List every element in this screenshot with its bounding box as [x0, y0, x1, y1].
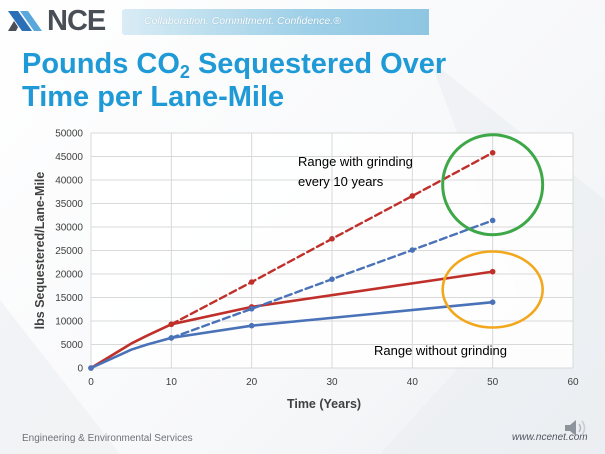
orange-circle — [441, 250, 544, 329]
y-tick-label: 20000 — [55, 270, 83, 281]
y-tick-label: 40000 — [55, 176, 83, 187]
logo-text: NCE — [47, 4, 106, 37]
header: NCE Collaboration. Commitment. Confidenc… — [0, 0, 605, 44]
x-tick-label: 20 — [246, 377, 258, 388]
y-tick-label: 5000 — [61, 340, 84, 351]
annotation-grinding-line: every 10 years — [298, 174, 384, 189]
data-point — [248, 322, 255, 329]
data-point — [489, 268, 496, 275]
x-tick-label: 50 — [487, 377, 499, 388]
data-point — [248, 305, 255, 312]
data-point — [168, 321, 175, 328]
y-tick-label: 25000 — [55, 246, 83, 257]
data-point — [409, 193, 416, 199]
y-axis-label: lbs Sequestered/Lane-Mile — [33, 172, 47, 330]
y-tick-label: 35000 — [55, 199, 83, 210]
y-tick-label: 45000 — [55, 152, 83, 163]
x-tick-label: 40 — [407, 377, 419, 388]
y-tick-label: 15000 — [55, 293, 83, 304]
data-point — [88, 365, 94, 371]
x-axis-label: Time (Years) — [287, 397, 361, 411]
data-point — [168, 335, 175, 341]
data-point — [409, 247, 416, 253]
data-point — [489, 217, 496, 224]
title-sequestered-text: Sequestered Over — [189, 48, 447, 80]
title-co-text: Pounds CO — [22, 48, 180, 80]
tagline: Collaboration. Commitment. Confidence.® — [144, 15, 341, 27]
y-tick-label: 10000 — [55, 317, 83, 328]
x-tick-label: 10 — [166, 377, 178, 388]
y-tick-label: 0 — [77, 364, 83, 375]
speaker-icon[interactable] — [563, 417, 589, 439]
x-tick-label: 30 — [326, 377, 338, 388]
data-point — [329, 276, 335, 282]
series-line-0 — [89, 270, 495, 370]
data-point — [329, 235, 335, 242]
annotation-grinding-line: Range with grinding — [298, 154, 413, 169]
y-tick-label: 30000 — [55, 223, 83, 234]
annotation-no-grinding: Range without grinding — [374, 343, 507, 358]
logo: NCE — [6, 4, 106, 37]
slide-title: Pounds CO2 Sequestered Over Time per Lan… — [22, 48, 582, 114]
data-point — [489, 299, 496, 306]
x-tick-label: 60 — [567, 377, 579, 388]
green-circle — [441, 133, 545, 237]
title-subscript: 2 — [179, 62, 190, 82]
data-point — [489, 149, 496, 156]
footer-website-link[interactable]: www.ncenet.com — [512, 432, 588, 443]
x-tick-label: 0 — [88, 377, 94, 388]
y-tick-label: 50000 — [55, 129, 83, 140]
title-line-2: Time per Lane-Mile — [22, 81, 285, 113]
nce-logo-icon — [8, 11, 42, 31]
tagline-banner: Collaboration. Commitment. Confidence.® — [122, 9, 429, 35]
footer-company-text: Engineering & Environmental Services — [22, 433, 193, 444]
series-line-1 — [89, 300, 495, 370]
data-point — [248, 279, 255, 285]
title-line-1: Pounds CO2 Sequestered Over — [22, 48, 582, 81]
